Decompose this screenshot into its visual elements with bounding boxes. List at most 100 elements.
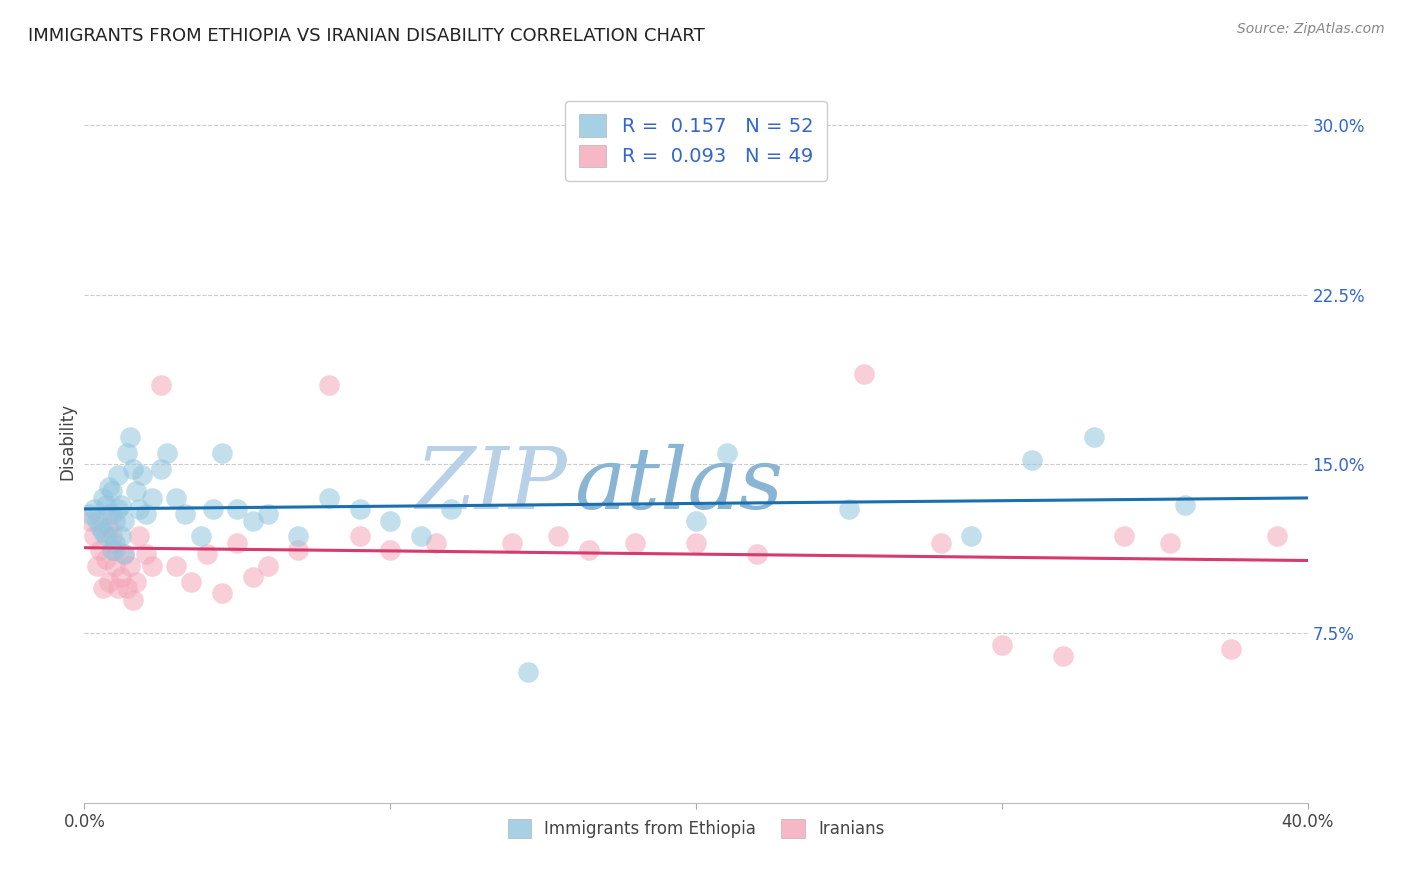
Point	[1174, 498, 1197, 512]
Point	[101, 542, 124, 557]
Point	[135, 548, 157, 562]
Point	[165, 491, 187, 505]
Y-axis label: Disability: Disability	[58, 403, 76, 480]
Point	[91, 582, 114, 596]
Point	[838, 502, 860, 516]
Point	[128, 529, 150, 543]
Point	[1220, 642, 1243, 657]
Point	[190, 529, 212, 543]
Point	[120, 558, 142, 573]
Point	[226, 502, 249, 516]
Point	[578, 542, 600, 557]
Text: atlas: atlas	[574, 443, 783, 526]
Text: IMMIGRANTS FROM ETHIOPIA VS IRANIAN DISABILITY CORRELATION CHART: IMMIGRANTS FROM ETHIOPIA VS IRANIAN DISA…	[28, 27, 704, 45]
Point	[107, 468, 129, 483]
Point	[1052, 648, 1074, 663]
Point	[211, 446, 233, 460]
Point	[349, 529, 371, 543]
Point	[104, 542, 127, 557]
Point	[101, 507, 124, 521]
Point	[94, 529, 117, 543]
Point	[125, 574, 148, 589]
Point	[135, 507, 157, 521]
Point	[257, 558, 280, 573]
Point	[747, 548, 769, 562]
Point	[685, 536, 707, 550]
Point	[115, 582, 138, 596]
Point	[112, 514, 135, 528]
Point	[440, 502, 463, 516]
Point	[149, 378, 172, 392]
Point	[79, 514, 101, 528]
Point	[89, 520, 111, 534]
Point	[107, 502, 129, 516]
Point	[110, 498, 132, 512]
Point	[94, 498, 117, 512]
Point	[97, 520, 120, 534]
Point	[107, 582, 129, 596]
Point	[349, 502, 371, 516]
Point	[211, 586, 233, 600]
Point	[149, 461, 172, 475]
Point	[104, 514, 127, 528]
Point	[101, 484, 124, 499]
Point	[91, 491, 114, 505]
Point	[380, 514, 402, 528]
Text: Source: ZipAtlas.com: Source: ZipAtlas.com	[1237, 22, 1385, 37]
Point	[110, 529, 132, 543]
Point	[257, 507, 280, 521]
Point	[86, 514, 108, 528]
Point	[502, 536, 524, 550]
Point	[1265, 529, 1288, 543]
Point	[122, 592, 145, 607]
Point	[94, 552, 117, 566]
Point	[97, 574, 120, 589]
Point	[201, 502, 224, 516]
Point	[104, 536, 127, 550]
Point	[960, 529, 983, 543]
Point	[226, 536, 249, 550]
Point	[174, 507, 197, 521]
Point	[991, 638, 1014, 652]
Point	[83, 529, 105, 543]
Point	[97, 507, 120, 521]
Point	[1114, 529, 1136, 543]
Point	[716, 446, 738, 460]
Point	[624, 536, 647, 550]
Point	[86, 558, 108, 573]
Point	[141, 491, 163, 505]
Point	[101, 529, 124, 543]
Point	[91, 524, 114, 539]
Point	[242, 570, 264, 584]
Legend: Immigrants from Ethiopia, Iranians: Immigrants from Ethiopia, Iranians	[501, 813, 891, 845]
Point	[89, 542, 111, 557]
Point	[853, 367, 876, 381]
Point	[1021, 452, 1043, 467]
Point	[79, 507, 101, 521]
Point	[131, 468, 153, 483]
Point	[1083, 430, 1105, 444]
Point	[242, 514, 264, 528]
Point	[195, 548, 218, 562]
Point	[97, 480, 120, 494]
Point	[547, 529, 569, 543]
Point	[112, 548, 135, 562]
Point	[120, 430, 142, 444]
Point	[141, 558, 163, 573]
Point	[128, 502, 150, 516]
Point	[125, 484, 148, 499]
Point	[685, 514, 707, 528]
Point	[156, 446, 179, 460]
Point	[1159, 536, 1181, 550]
Point	[287, 529, 309, 543]
Point	[425, 536, 447, 550]
Point	[112, 548, 135, 562]
Point	[180, 574, 202, 589]
Point	[110, 570, 132, 584]
Point	[318, 491, 340, 505]
Point	[104, 558, 127, 573]
Point	[83, 502, 105, 516]
Point	[165, 558, 187, 573]
Text: ZIP: ZIP	[416, 443, 568, 526]
Point	[287, 542, 309, 557]
